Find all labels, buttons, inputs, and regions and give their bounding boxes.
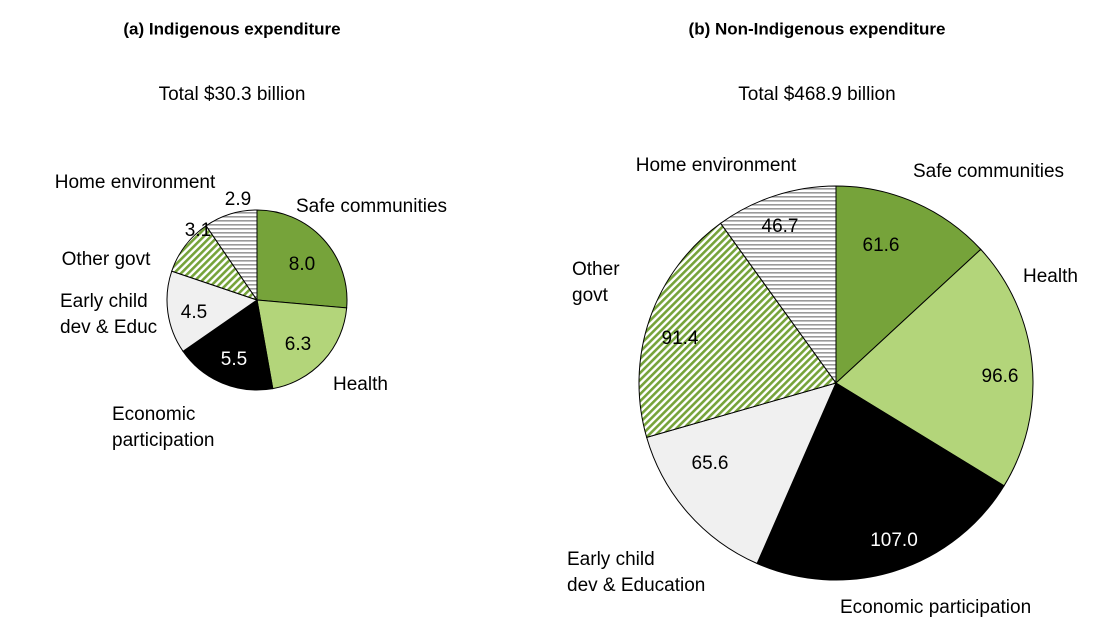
category-label: Other govt <box>572 259 625 306</box>
data-label: 6.3 <box>285 334 311 355</box>
pie-slice <box>638 222 837 439</box>
chart-title: (a) Indigenous expenditure <box>123 19 340 38</box>
category-label: Health <box>333 374 388 395</box>
data-label: 5.5 <box>221 349 247 370</box>
pie-slice <box>835 185 982 385</box>
category-label: Economic participation <box>112 404 214 451</box>
pie-slice <box>205 209 258 302</box>
data-label: 96.6 <box>982 366 1019 387</box>
data-label: 2.9 <box>225 189 251 210</box>
pie-slice <box>256 299 348 390</box>
data-label: 107.0 <box>870 530 918 551</box>
chart-title: (b) Non-Indigenous expenditure <box>689 19 946 38</box>
pie-slice <box>646 382 837 565</box>
pie-slice <box>719 185 837 385</box>
pie-slice <box>256 209 348 309</box>
category-label: Early child dev & Education <box>567 549 705 596</box>
chart-subtitle: Total $468.9 billion <box>738 84 895 105</box>
category-label: Safe communities <box>913 161 1064 182</box>
data-label: 8.0 <box>289 254 315 275</box>
data-label: 46.7 <box>762 216 799 237</box>
pie-slice <box>835 248 1034 487</box>
pie-slice <box>182 299 274 391</box>
category-label: Safe communities <box>296 196 447 217</box>
category-label: Early child dev & Educ <box>60 291 157 338</box>
data-label: 91.4 <box>662 328 699 349</box>
chart-subtitle: Total $30.3 billion <box>159 84 306 105</box>
category-label: Health <box>1023 266 1078 287</box>
data-label: 3.1 <box>185 220 211 241</box>
category-label: Other govt <box>62 249 151 270</box>
category-label: Home environment <box>636 155 797 176</box>
pie-slice <box>166 270 259 352</box>
data-label: 61.6 <box>863 235 900 256</box>
data-label: 65.6 <box>692 453 729 474</box>
category-label: Home environment <box>55 172 216 193</box>
pie-slice <box>756 382 1005 581</box>
category-label: Economic participation <box>840 597 1031 618</box>
data-label: 4.5 <box>181 302 207 323</box>
